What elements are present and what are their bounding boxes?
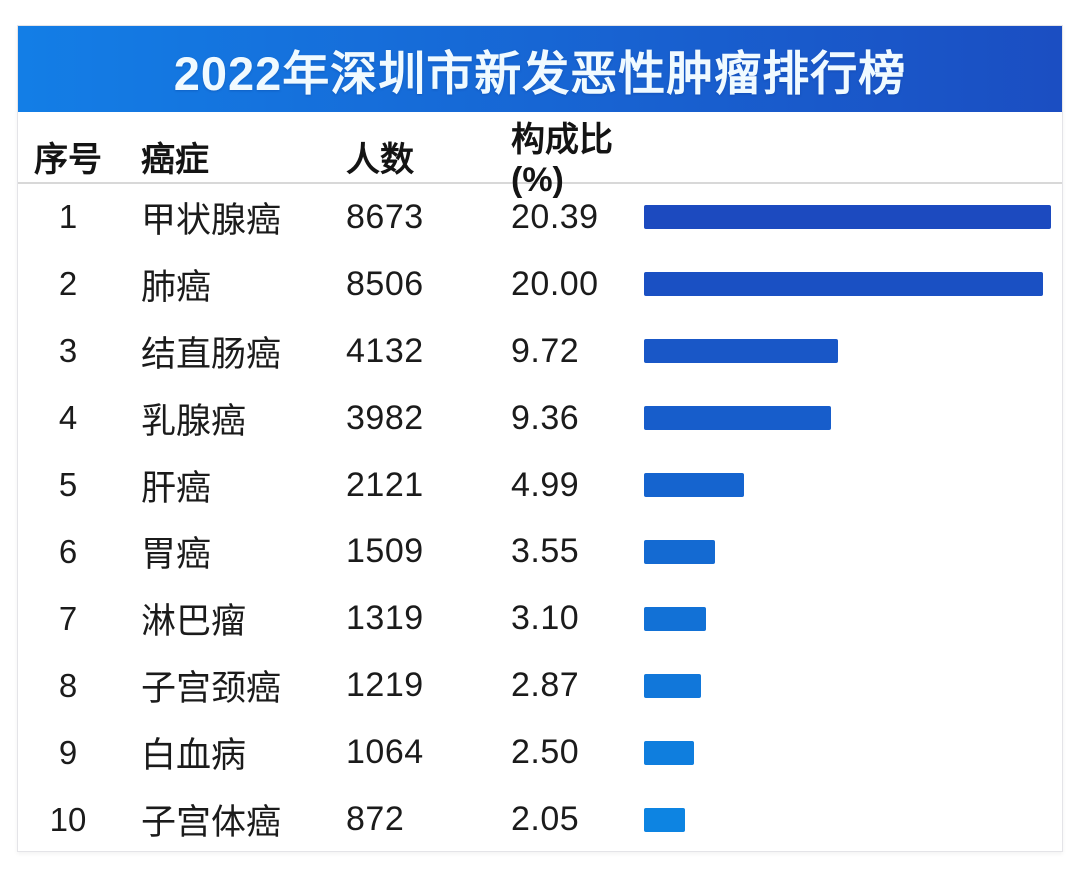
cancer-name-cell: 甲状腺癌 — [141, 200, 282, 240]
column-header-rank: 序号 — [34, 140, 102, 179]
count-cell: 3982 — [346, 398, 424, 437]
bar-cell — [644, 473, 1062, 498]
table-row: 1 甲状腺癌 8673 20.39 — [18, 184, 1062, 251]
percent-cell: 4.99 — [511, 465, 580, 504]
column-header-percent: 构成比(%) — [511, 121, 613, 199]
rank-cell: 5 — [58, 466, 78, 504]
cancer-name-cell: 肺癌 — [141, 267, 212, 307]
bar-cell — [644, 673, 1062, 698]
rank-cell: 9 — [58, 733, 78, 771]
cancer-name-cell: 淋巴瘤 — [141, 602, 247, 642]
table-row: 9 白血病 1064 2.50 — [18, 719, 1062, 786]
rank-cell: 3 — [58, 332, 78, 370]
bar-cell — [644, 339, 1062, 364]
percent-bar — [644, 473, 744, 498]
table-header-row: 序号 癌症 人数 构成比(%) — [18, 112, 1062, 199]
count-cell: 8506 — [346, 264, 424, 303]
percent-cell: 3.10 — [511, 599, 580, 638]
percent-cell: 20.39 — [511, 197, 599, 236]
rank-cell: 4 — [58, 399, 78, 437]
count-cell: 1319 — [346, 599, 424, 638]
percent-bar — [644, 740, 694, 765]
cancer-name-cell: 白血病 — [141, 736, 247, 776]
table-row: 8 子宫颈癌 1219 2.87 — [18, 652, 1062, 719]
rank-cell: 6 — [58, 532, 78, 570]
cancer-name-cell: 结直肠癌 — [141, 334, 282, 374]
percent-bar — [644, 406, 831, 431]
bar-cell — [644, 539, 1062, 564]
table-body: 1 甲状腺癌 8673 20.39 2 肺癌 8506 20.00 3 结直肠癌 4132 9.72 4… — [18, 184, 1062, 851]
percent-bar — [644, 539, 715, 564]
percent-cell: 3.55 — [511, 532, 580, 571]
count-cell: 872 — [346, 800, 405, 839]
rank-cell: 1 — [58, 198, 78, 236]
rank-cell: 7 — [58, 599, 78, 637]
percent-cell: 20.00 — [511, 264, 599, 303]
percent-bar — [644, 339, 838, 364]
bar-cell — [644, 406, 1062, 431]
rank-cell: 2 — [58, 265, 78, 303]
percent-bar — [644, 807, 685, 832]
rank-cell: 8 — [58, 666, 78, 704]
column-header-count: 人数 — [346, 140, 414, 179]
count-cell: 4132 — [346, 331, 424, 370]
table-row: 3 结直肠癌 4132 9.72 — [18, 318, 1062, 385]
page-title: 2022年深圳市新发恶性肿瘤排行榜 — [173, 46, 907, 100]
table-row: 4 乳腺癌 3982 9.36 — [18, 385, 1062, 452]
count-cell: 1509 — [346, 532, 424, 571]
cancer-name-cell: 子宫体癌 — [141, 803, 282, 843]
percent-cell: 9.36 — [511, 398, 580, 437]
count-cell: 1219 — [346, 666, 424, 705]
percent-bar — [644, 205, 1051, 230]
bar-cell — [644, 740, 1062, 765]
count-cell: 2121 — [346, 465, 424, 504]
bar-cell — [644, 606, 1062, 631]
percent-cell: 2.87 — [511, 666, 580, 705]
table-row: 7 淋巴瘤 1319 3.10 — [18, 585, 1062, 652]
percent-cell: 2.50 — [511, 733, 580, 772]
percent-cell: 9.72 — [511, 331, 580, 370]
table-row: 5 肝癌 2121 4.99 — [18, 452, 1062, 519]
percent-bar — [644, 606, 706, 631]
rank-cell: 10 — [49, 800, 87, 838]
table-row: 2 肺癌 8506 20.00 — [18, 251, 1062, 318]
count-cell: 1064 — [346, 733, 424, 772]
bar-cell — [644, 272, 1062, 297]
percent-bar — [644, 673, 701, 698]
count-cell: 8673 — [346, 197, 424, 236]
table-row: 6 胃癌 1509 3.55 — [18, 519, 1062, 586]
cancer-name-cell: 肝癌 — [141, 468, 212, 508]
column-header-cancer: 癌症 — [141, 140, 209, 179]
cancer-name-cell: 乳腺癌 — [141, 401, 247, 441]
percent-bar — [644, 272, 1043, 297]
percent-cell: 2.05 — [511, 800, 580, 839]
cancer-name-cell: 子宫颈癌 — [141, 669, 282, 709]
title-banner: 2022年深圳市新发恶性肿瘤排行榜 — [18, 26, 1062, 112]
bar-cell — [644, 205, 1062, 230]
cancer-name-cell: 胃癌 — [141, 535, 212, 575]
table-row: 10 子宫体癌 872 2.05 — [18, 786, 1062, 851]
ranking-card: 2022年深圳市新发恶性肿瘤排行榜 序号 癌症 人数 构成比(%) 1 甲状腺癌 8… — [17, 25, 1063, 852]
bar-cell — [644, 807, 1062, 832]
